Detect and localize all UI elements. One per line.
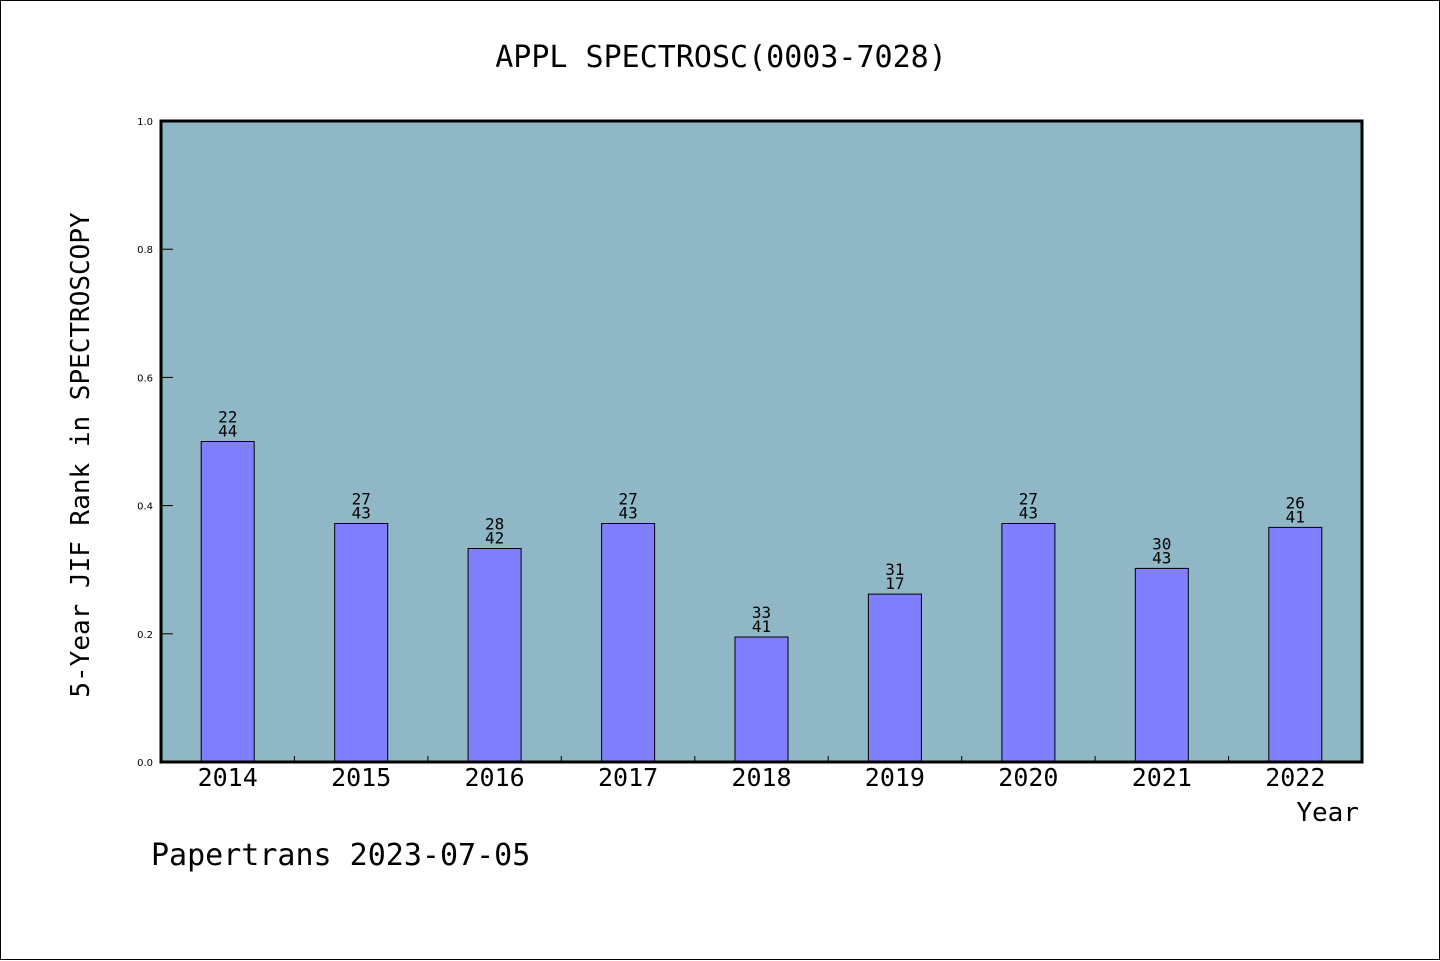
- data-label-total-2020: 43: [1019, 504, 1038, 523]
- plot-border: [159, 119, 1364, 764]
- data-label-rank-2014: 22: [218, 408, 237, 427]
- bar-2019: [867, 593, 922, 763]
- bar-2016: [467, 548, 522, 763]
- x-tick-label-2014: 2014: [198, 763, 258, 792]
- data-label-total-2021: 43: [1152, 548, 1171, 567]
- bars-group: [200, 441, 1323, 763]
- bar-2017: [601, 523, 656, 763]
- bar-2021: [1134, 567, 1189, 763]
- data-label-total-2014: 44: [218, 422, 237, 441]
- bar-2015: [334, 523, 389, 763]
- y-tick-label-0.2: 0.2: [137, 630, 153, 641]
- data-label-total-2016: 42: [485, 529, 504, 548]
- data-label-total-2015: 43: [352, 504, 371, 523]
- x-tick-label-2016: 2016: [464, 763, 524, 792]
- data-label-total-2017: 43: [618, 504, 637, 523]
- footer-credit: Papertrans 2023-07-05: [151, 838, 530, 873]
- x-tick-label-2021: 2021: [1132, 763, 1192, 792]
- data-label-rank-2018: 33: [752, 603, 771, 622]
- y-tick-label-0.6: 0.6: [137, 373, 153, 384]
- x-tick-label-2017: 2017: [598, 763, 658, 792]
- x-axis-ticks: 2014 2015 2016 2017 2018 2019 2020 2021 2022: [198, 756, 1325, 792]
- data-label-total-2019: 17: [885, 574, 904, 593]
- data-label-rank-2019: 31: [885, 560, 904, 579]
- data-label-rank-2015: 27: [352, 490, 371, 509]
- x-tick-label-2018: 2018: [731, 763, 791, 792]
- y-tick-label-0.0: 0.0: [137, 758, 153, 769]
- data-label-total-2018: 41: [752, 617, 771, 636]
- data-label-rank-2022: 26: [1286, 493, 1305, 512]
- x-tick-label-2015: 2015: [331, 763, 391, 792]
- bar-2018: [734, 636, 789, 763]
- data-label-rank-2020: 27: [1019, 490, 1038, 509]
- chart-title: APPL SPECTROSC(0003-7028): [495, 40, 947, 75]
- x-tick-label-2022: 2022: [1265, 763, 1325, 792]
- bar-2014: [200, 441, 255, 763]
- y-tick-label-0.8: 0.8: [137, 245, 153, 256]
- bar-2020: [1001, 523, 1056, 763]
- data-label-rank-2017: 27: [618, 490, 637, 509]
- data-label-rank-2016: 28: [485, 515, 504, 534]
- bar-2022: [1268, 526, 1323, 763]
- x-tick-label-2020: 2020: [998, 763, 1058, 792]
- data-label-total-2022: 41: [1286, 507, 1305, 526]
- y-tick-label-0.4: 0.4: [137, 502, 153, 513]
- x-tick-label-2019: 2019: [865, 763, 925, 792]
- y-tick-label-1.0: 1.0: [137, 117, 153, 128]
- data-label-rank-2021: 30: [1152, 534, 1171, 553]
- x-axis-label: Year: [1296, 798, 1359, 828]
- y-axis-label: 5-Year JIF Rank in SPECTROSCOPY: [66, 212, 96, 698]
